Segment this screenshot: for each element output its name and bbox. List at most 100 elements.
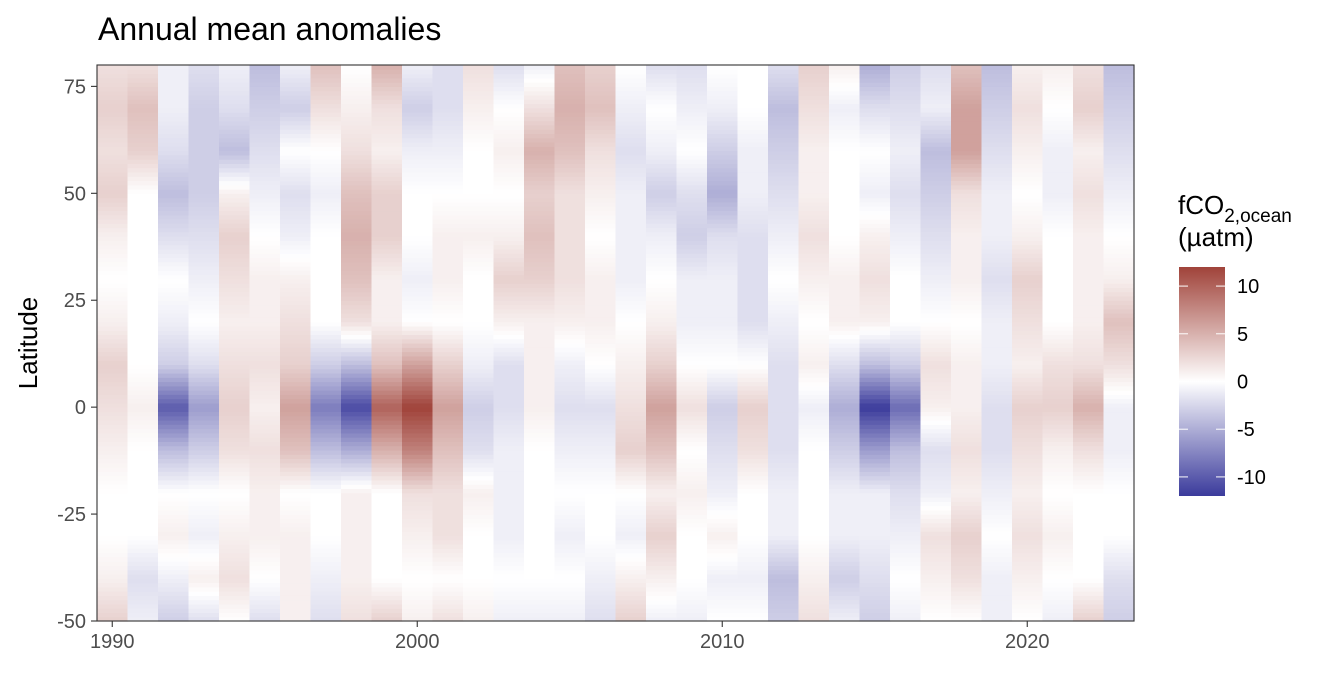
heatmap-cell xyxy=(127,223,159,229)
heatmap-cell xyxy=(615,505,647,511)
heatmap-cell xyxy=(280,539,312,545)
heatmap-cell xyxy=(341,313,373,318)
heatmap-cell xyxy=(432,338,464,344)
heatmap-cell xyxy=(768,428,800,434)
heatmap-cell xyxy=(1073,351,1105,357)
heatmap-cell xyxy=(1073,398,1105,404)
heatmap-cell xyxy=(1103,364,1135,370)
heatmap-cell xyxy=(890,561,922,566)
heatmap-cell xyxy=(829,462,861,468)
heatmap-cell xyxy=(188,505,220,511)
heatmap-cell xyxy=(829,77,861,83)
heatmap-cell xyxy=(402,539,434,545)
heatmap-cell xyxy=(188,103,220,109)
heatmap-cell xyxy=(1073,240,1105,246)
heatmap-cell xyxy=(341,419,373,425)
heatmap-cell xyxy=(829,261,861,267)
heatmap-cell xyxy=(737,308,769,314)
heatmap-cell xyxy=(188,372,220,378)
heatmap-cell xyxy=(127,522,159,528)
heatmap-cell xyxy=(798,65,830,70)
heatmap-cell xyxy=(768,441,800,447)
heatmap-cell xyxy=(1073,454,1105,460)
heatmap-cell xyxy=(951,471,983,477)
heatmap-cell xyxy=(1103,330,1135,336)
heatmap-cell xyxy=(158,206,190,212)
heatmap-cell xyxy=(310,94,342,100)
heatmap-cell xyxy=(341,308,373,314)
heatmap-cell xyxy=(493,77,525,83)
heatmap-cell xyxy=(524,582,556,588)
heatmap-cell xyxy=(97,65,129,70)
heatmap-cell xyxy=(829,278,861,284)
heatmap-cell xyxy=(1042,214,1074,220)
heatmap-cell xyxy=(341,522,373,528)
heatmap-cell xyxy=(798,569,830,575)
heatmap-cell xyxy=(798,355,830,361)
heatmap-cell xyxy=(1042,484,1074,490)
heatmap-cell xyxy=(615,351,647,357)
heatmap-cell xyxy=(951,492,983,498)
heatmap-cell xyxy=(554,308,586,314)
heatmap-cell xyxy=(707,261,739,267)
heatmap-cell xyxy=(341,231,373,237)
heatmap-cell xyxy=(1103,385,1135,391)
heatmap-cell xyxy=(981,82,1013,87)
heatmap-cell xyxy=(188,347,220,353)
heatmap-cell xyxy=(768,462,800,468)
heatmap-cell xyxy=(707,432,739,438)
heatmap-cell xyxy=(981,201,1013,207)
heatmap-cell xyxy=(493,274,525,280)
heatmap-cell xyxy=(402,441,434,447)
heatmap-cell xyxy=(341,526,373,532)
heatmap-cell xyxy=(158,347,190,353)
heatmap-cell xyxy=(737,274,769,280)
heatmap-cell xyxy=(554,419,586,425)
heatmap-cell xyxy=(371,441,403,447)
heatmap-cell xyxy=(768,244,800,250)
heatmap-cell xyxy=(798,120,830,126)
heatmap-cell xyxy=(127,484,159,490)
heatmap-cell xyxy=(920,411,952,417)
heatmap-cell xyxy=(524,484,556,490)
heatmap-cell xyxy=(676,141,708,147)
heatmap-cell xyxy=(768,381,800,387)
heatmap-cell xyxy=(646,501,678,507)
heatmap-cell xyxy=(1073,343,1105,348)
heatmap-cell xyxy=(615,526,647,532)
heatmap-cell xyxy=(951,475,983,481)
heatmap-cell xyxy=(1012,77,1044,83)
heatmap-cell xyxy=(280,591,312,596)
heatmap-cell xyxy=(127,218,159,224)
heatmap-cell xyxy=(1073,377,1105,383)
heatmap-cell xyxy=(463,253,495,259)
heatmap-cell xyxy=(524,407,556,413)
heatmap-cell xyxy=(524,86,556,92)
heatmap-cell xyxy=(280,133,312,139)
heatmap-cell xyxy=(798,454,830,460)
heatmap-cell xyxy=(707,236,739,241)
heatmap-cell xyxy=(158,569,190,575)
heatmap-cell xyxy=(371,133,403,139)
heatmap-cell xyxy=(188,608,220,614)
heatmap-cell xyxy=(1042,569,1074,575)
heatmap-cell xyxy=(615,73,647,79)
heatmap-cell xyxy=(798,69,830,75)
heatmap-cell xyxy=(158,171,190,177)
heatmap-cell xyxy=(1012,248,1044,254)
heatmap-cell xyxy=(280,334,312,340)
heatmap-cell xyxy=(768,419,800,425)
heatmap-cell xyxy=(341,565,373,571)
heatmap-cell xyxy=(280,407,312,413)
heatmap-cell xyxy=(97,69,129,75)
heatmap-cell xyxy=(707,223,739,229)
heatmap-cell xyxy=(463,180,495,186)
heatmap-cell xyxy=(920,437,952,442)
heatmap-cell xyxy=(585,283,617,288)
heatmap-cell xyxy=(554,210,586,216)
heatmap-cell xyxy=(951,398,983,404)
heatmap-cell xyxy=(219,167,251,173)
heatmap-cell xyxy=(127,548,159,554)
heatmap-cell xyxy=(768,531,800,537)
heatmap-cell xyxy=(829,535,861,541)
